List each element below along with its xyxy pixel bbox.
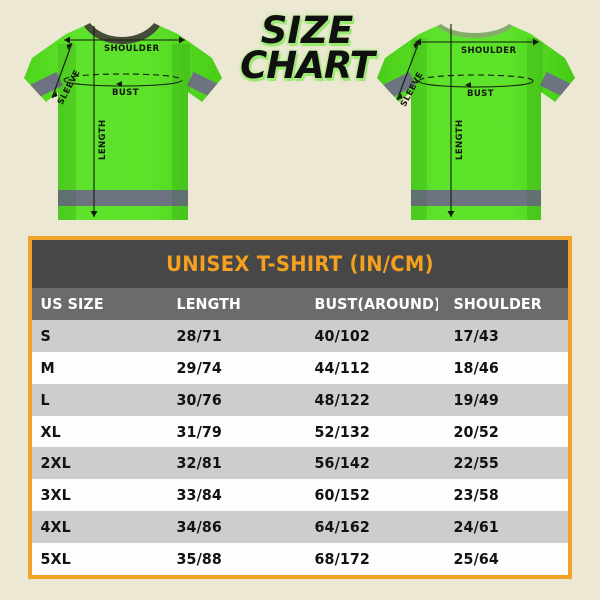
cell-shoulder: 17/43 <box>453 326 499 345</box>
table-row: XL 31/79 52/132 20/52 <box>32 415 568 448</box>
table-row: 3XL 33/84 60/152 23/58 <box>32 479 568 512</box>
t-shirt-back-illustration: SHOULDER SLEEVE BUST LENGTH <box>375 18 580 230</box>
cell-length: 33/84 <box>176 486 222 505</box>
size-table-title: UNISEX T-SHIRT (IN/CM) <box>166 252 434 276</box>
cell-size: S <box>40 326 51 345</box>
t-shirt-front-graphic <box>24 23 222 220</box>
table-row: S 28/71 40/102 17/43 <box>32 319 568 352</box>
column-header-length: LENGTH <box>176 294 241 313</box>
back-shoulder-label: SHOULDER <box>461 46 517 56</box>
cell-shoulder: 24/61 <box>453 518 499 537</box>
t-shirt-back-graphic <box>377 24 575 220</box>
cell-bust: 56/142 <box>314 454 370 473</box>
cell-bust: 68/172 <box>314 550 370 569</box>
cell-length: 35/88 <box>176 550 222 569</box>
table-header-row: US SIZE LENGTH BUST(AROUND) SHOULDER <box>32 288 568 320</box>
cell-bust: 48/122 <box>314 390 370 409</box>
cell-length: 28/71 <box>176 326 222 345</box>
cell-bust: 40/102 <box>314 326 370 345</box>
table-row: 5XL 35/88 68/172 25/64 <box>32 543 568 575</box>
cell-bust: 64/162 <box>314 518 370 537</box>
column-header-bust: BUST(AROUND) <box>314 294 439 313</box>
cell-bust: 44/112 <box>314 358 370 377</box>
column-header-shoulder: SHOULDER <box>453 294 542 313</box>
cell-size: L <box>40 390 50 409</box>
cell-size: XL <box>40 422 61 441</box>
cell-size: 5XL <box>40 550 71 569</box>
back-bust-label: BUST <box>467 89 494 99</box>
cell-shoulder: 19/49 <box>453 390 499 409</box>
cell-size: 2XL <box>40 454 71 473</box>
cell-bust: 60/152 <box>314 486 370 505</box>
cell-shoulder: 25/64 <box>453 550 499 569</box>
size-table-inner: UNISEX T-SHIRT (IN/CM) US SIZE LENGTH BU… <box>32 240 568 575</box>
cell-length: 34/86 <box>176 518 222 537</box>
cell-size: 3XL <box>40 486 71 505</box>
cell-size: 4XL <box>40 518 71 537</box>
table-row: 4XL 34/86 64/162 24/61 <box>32 511 568 544</box>
cell-length: 29/74 <box>176 358 222 377</box>
cell-shoulder: 22/55 <box>453 454 499 473</box>
table-row: 2XL 32/81 56/142 22/55 <box>32 447 568 480</box>
front-length-label: LENGTH <box>98 119 108 160</box>
front-bust-label: BUST <box>112 88 139 98</box>
cell-shoulder: 18/46 <box>453 358 499 377</box>
front-shoulder-label: SHOULDER <box>104 44 160 54</box>
cell-size: M <box>40 358 55 377</box>
table-row: L 30/76 48/122 19/49 <box>32 383 568 416</box>
cell-shoulder: 23/58 <box>453 486 499 505</box>
cell-length: 32/81 <box>176 454 222 473</box>
page-title-line-2: CHART <box>240 43 375 87</box>
t-shirt-front-illustration: SHOULDER SLEEVE BUST LENGTH <box>22 18 227 230</box>
page-title: SIZE CHART <box>218 9 396 87</box>
cell-bust: 52/132 <box>314 422 370 441</box>
cell-shoulder: 20/52 <box>453 422 499 441</box>
back-length-label: LENGTH <box>455 119 465 160</box>
page-title-line-1: SIZE <box>260 9 354 52</box>
table-row: M 29/74 44/112 18/46 <box>32 351 568 384</box>
column-header-us-size: US SIZE <box>40 294 104 313</box>
size-table: UNISEX T-SHIRT (IN/CM) US SIZE LENGTH BU… <box>28 236 572 579</box>
cell-length: 30/76 <box>176 390 222 409</box>
size-table-title-bar: UNISEX T-SHIRT (IN/CM) <box>32 240 568 288</box>
cell-length: 31/79 <box>176 422 222 441</box>
